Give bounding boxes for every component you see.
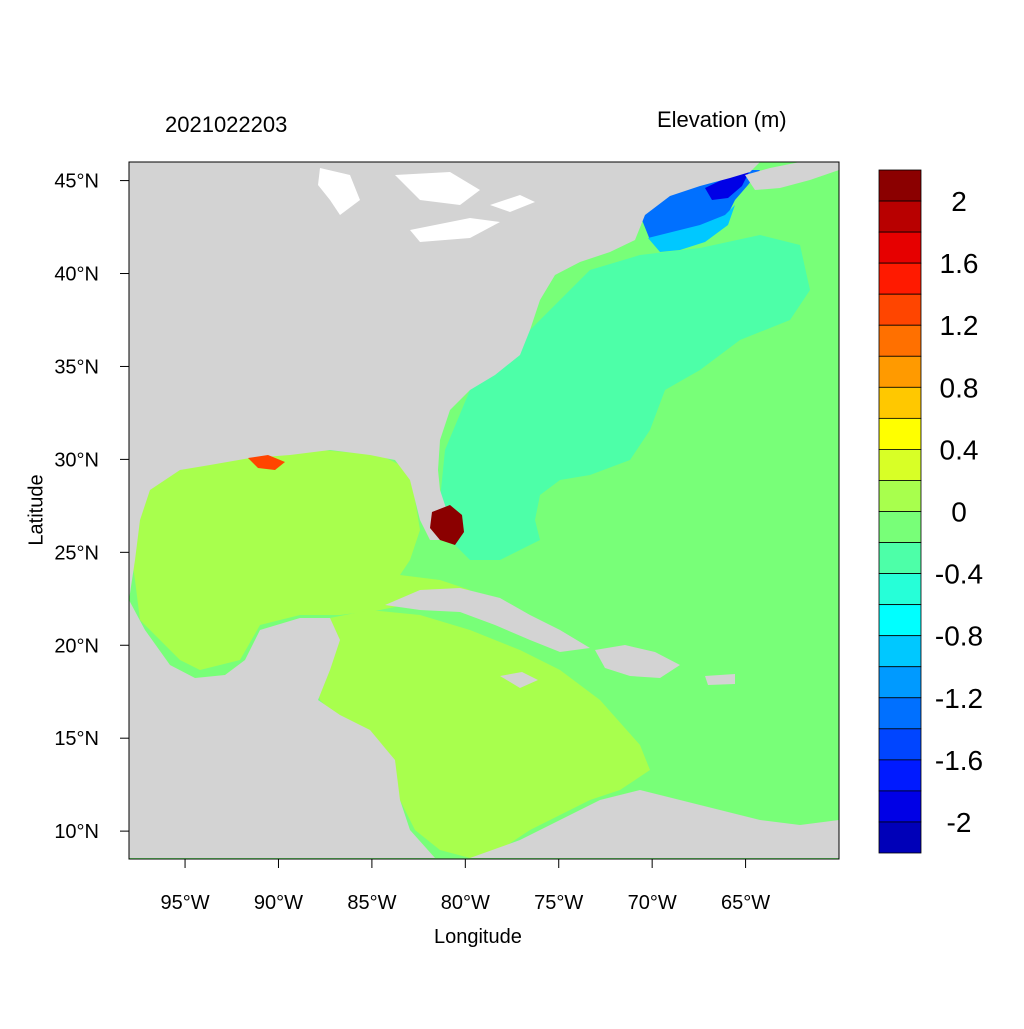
colorbar-label: 0: [951, 497, 967, 528]
colorbar-label: 1.6: [940, 248, 979, 279]
x-tick-label: 80°W: [441, 892, 490, 914]
colorbar: 2 1.6 1.2 0.8 0.4 0 -0.4 -0.8 -1.2 -1.6 -2: [878, 169, 983, 854]
land-south-america: [470, 790, 839, 858]
gulf-coast-surge: [248, 455, 285, 470]
map-plot-area: [129, 162, 839, 859]
great-lakes: [318, 168, 535, 242]
y-tick-label: 35°N: [54, 356, 99, 378]
y-tick-label: 10°N: [54, 821, 99, 843]
colorbar-label: 0.8: [940, 372, 979, 403]
plot-frame: [128, 161, 840, 860]
land-central-america: [129, 600, 435, 858]
colorbar-swatch: [878, 821, 922, 854]
colorbar-swatch: [878, 293, 922, 326]
land-hispaniola: [595, 645, 680, 678]
colorbar-swatch: [878, 728, 922, 761]
colorbar-label: 0.4: [940, 434, 979, 465]
gulf-of-maine-core: [705, 170, 750, 200]
colorbar-swatch: [878, 386, 922, 419]
colorbar-label: 2: [951, 186, 967, 217]
y-tick-label: 20°N: [54, 635, 99, 657]
colorbar-label: -2: [947, 807, 972, 838]
gulf-of-maine-edge: [648, 205, 735, 252]
colorbar-swatch: [878, 573, 922, 606]
x-tick-label: 95°W: [160, 892, 209, 914]
colorbar-swatch: [878, 666, 922, 699]
colorbar-label: -1.2: [935, 683, 983, 714]
colorbar-swatch: [878, 759, 922, 792]
land-north-america: [129, 162, 760, 600]
colorbar-swatch: [878, 324, 922, 357]
colorbar-swatch: [878, 697, 922, 730]
colorbar-swatch: [878, 417, 922, 450]
atlantic-offshore-band: [440, 235, 810, 560]
colorbar-label: -0.4: [935, 559, 983, 590]
land-nova-scotia: [745, 162, 839, 190]
colorbar-swatch: [878, 449, 922, 481]
colorbar-swatch: [878, 231, 922, 264]
colorbar-swatch: [878, 200, 922, 233]
colorbar-label: 1.2: [940, 310, 979, 341]
y-tick-label: 30°N: [54, 449, 99, 471]
y-tick-label: 25°N: [54, 542, 99, 564]
colorbar-swatch: [878, 790, 922, 823]
colorbar-swatch: [878, 480, 922, 512]
colorbar-label: -1.6: [935, 745, 983, 776]
colorbar-label: -0.8: [935, 621, 983, 652]
x-tick-label: 65°W: [721, 892, 770, 914]
y-tick-label: 15°N: [54, 728, 99, 750]
florida-surge: [430, 505, 464, 545]
colorbar-swatch: [878, 635, 922, 668]
land-puerto-rico: [705, 674, 735, 685]
colorbar-swatch: [878, 355, 922, 388]
colorbar-swatch: [878, 542, 922, 574]
y-tick-label: 40°N: [54, 264, 99, 286]
x-axis: 95°W 90°W 85°W 80°W 75°W 70°W 65°W: [160, 859, 770, 914]
map-variable-title: Elevation (m): [657, 107, 787, 132]
colorbar-swatch: [878, 511, 922, 543]
colorbar-swatch: [878, 604, 922, 637]
x-tick-label: 75°W: [534, 892, 583, 914]
x-tick-label: 90°W: [254, 892, 303, 914]
land-cuba: [385, 588, 590, 652]
y-tick-label: 45°N: [54, 171, 99, 193]
x-tick-label: 85°W: [347, 892, 396, 914]
x-tick-label: 70°W: [628, 892, 677, 914]
caribbean-sea: [310, 610, 650, 858]
colorbar-swatch: [878, 169, 922, 202]
y-axis-title: Latitude: [25, 474, 48, 546]
map-timestamp-title: 2021022203: [165, 112, 288, 137]
y-axis: 45°N 40°N 35°N 30°N 25°N 20°N 15°N 10°N: [54, 171, 129, 843]
colorbar-swatch: [878, 262, 922, 295]
gulf-of-mexico: [129, 450, 470, 670]
land-jamaica: [500, 672, 538, 688]
x-axis-title: Longitude: [434, 926, 522, 948]
